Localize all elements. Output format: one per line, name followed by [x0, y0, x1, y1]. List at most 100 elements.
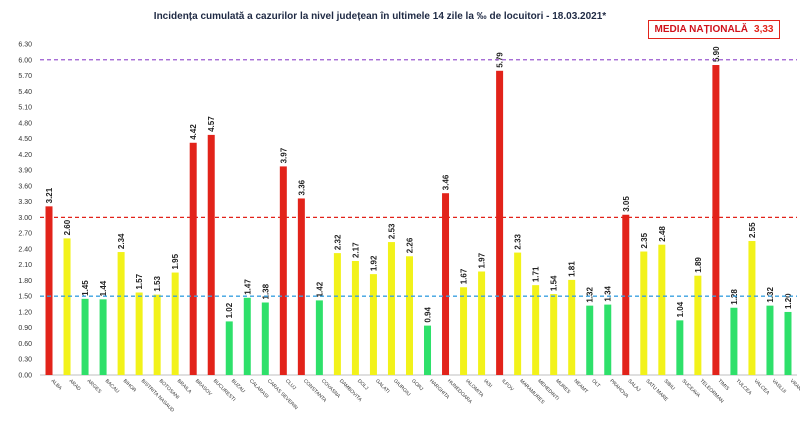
- value-label: 5.79: [496, 52, 505, 68]
- y-tick-label: 5.40: [18, 89, 32, 96]
- bar: [315, 300, 323, 375]
- value-label: 1.42: [315, 281, 324, 297]
- value-label: 0.94: [424, 306, 433, 322]
- value-label: 2.32: [333, 234, 342, 250]
- bar: [730, 307, 738, 375]
- category-label: SIBIU: [662, 378, 676, 392]
- y-tick-label: 6.30: [18, 42, 32, 49]
- value-label: 1.81: [568, 261, 577, 277]
- value-label: 2.34: [117, 233, 126, 249]
- value-label: 1.53: [153, 275, 162, 291]
- bar: [261, 302, 269, 375]
- category-label: TULCEA: [735, 378, 754, 397]
- y-tick-label: 3.60: [18, 183, 32, 190]
- value-label: 5.90: [712, 46, 721, 62]
- category-label: TIMIS: [716, 378, 730, 392]
- value-label: 2.53: [387, 223, 396, 239]
- bar: [748, 241, 756, 375]
- category-label: VRANCEA: [789, 378, 800, 400]
- bar: [712, 65, 720, 376]
- category-label: IASI: [482, 378, 493, 389]
- value-label: 4.42: [189, 124, 198, 140]
- y-tick-label: 1.80: [18, 278, 32, 285]
- bar: [153, 294, 161, 375]
- value-label: 3.05: [622, 196, 631, 212]
- bar: [189, 142, 197, 375]
- y-tick-label: 5.10: [18, 105, 32, 112]
- category-label: GALATI: [374, 378, 391, 395]
- category-label: DOLJ: [356, 378, 370, 392]
- bar: [117, 252, 125, 375]
- bar: [514, 252, 522, 375]
- value-label: 1.71: [532, 266, 541, 282]
- category-label: ARAD: [68, 378, 82, 392]
- bar: [369, 274, 377, 375]
- category-label: GORJ: [410, 378, 424, 392]
- y-tick-label: 6.00: [18, 57, 32, 64]
- value-label: 1.47: [243, 279, 252, 295]
- bar: [297, 198, 305, 375]
- value-label: 2.33: [514, 233, 523, 249]
- category-label: BISTRITA NASAUD: [140, 378, 176, 414]
- bar: [171, 272, 179, 375]
- value-label: 1.02: [225, 302, 234, 318]
- bar: [568, 279, 576, 375]
- value-label: 4.57: [207, 116, 216, 132]
- y-tick-label: 0.60: [18, 341, 32, 348]
- category-label: MURES: [554, 378, 571, 395]
- bar: [351, 260, 359, 375]
- bar: [279, 166, 287, 375]
- value-label: 2.48: [658, 226, 667, 242]
- y-tick-label: 4.20: [18, 152, 32, 159]
- y-tick-label: 3.30: [18, 199, 32, 206]
- y-tick-label: 3.90: [18, 168, 32, 175]
- bar: [243, 297, 251, 375]
- value-label: 1.38: [261, 283, 270, 299]
- bar: [478, 271, 486, 375]
- value-label: 3.21: [45, 187, 54, 203]
- category-label: SALAJ: [626, 378, 641, 393]
- value-label: 1.32: [586, 287, 595, 303]
- value-label: 1.44: [99, 280, 108, 296]
- category-label: OLT: [590, 378, 601, 389]
- y-tick-label: 5.70: [18, 73, 32, 80]
- bar: [550, 294, 558, 375]
- y-tick-label: 0.90: [18, 325, 32, 332]
- bar: [784, 311, 792, 375]
- bar: [586, 305, 594, 375]
- category-label: ILFOV: [500, 378, 515, 393]
- y-tick-label: 2.70: [18, 231, 32, 238]
- y-tick-label: 2.40: [18, 246, 32, 253]
- category-label: ALBA: [50, 378, 64, 392]
- value-label: 1.67: [460, 268, 469, 284]
- bar: [135, 292, 143, 375]
- category-label: BRAILA: [176, 378, 193, 395]
- y-tick-label: 2.10: [18, 262, 32, 269]
- y-tick-label: 0.00: [18, 373, 32, 380]
- value-label: 3.46: [442, 174, 451, 190]
- national-average-box: MEDIA NAȚIONALĂ 3,33: [648, 20, 780, 39]
- bar: [81, 298, 89, 375]
- bar: [442, 193, 450, 375]
- bar: [658, 244, 666, 375]
- bar: [496, 70, 504, 376]
- category-label: VASLUI: [771, 378, 788, 395]
- bar: [99, 299, 107, 375]
- chart-title: Incidența cumulată a cazurilor la nivel …: [153, 11, 607, 22]
- y-tick-label: 1.20: [18, 309, 32, 316]
- value-label: 3.36: [297, 179, 306, 195]
- bar: [460, 287, 468, 375]
- bar: [63, 238, 71, 375]
- category-label: BUZAU: [230, 378, 247, 395]
- value-label: 1.34: [604, 285, 613, 301]
- value-label: 3.97: [279, 147, 288, 163]
- category-label: BACAU: [104, 378, 121, 395]
- bar: [387, 242, 395, 375]
- category-label: VALCEA: [753, 378, 771, 396]
- value-label: 2.26: [405, 237, 414, 253]
- value-label: 1.45: [81, 280, 90, 296]
- national-average-label: MEDIA NAȚIONALĂ: [654, 24, 749, 35]
- bar: [604, 304, 612, 375]
- value-label: 1.32: [766, 287, 775, 303]
